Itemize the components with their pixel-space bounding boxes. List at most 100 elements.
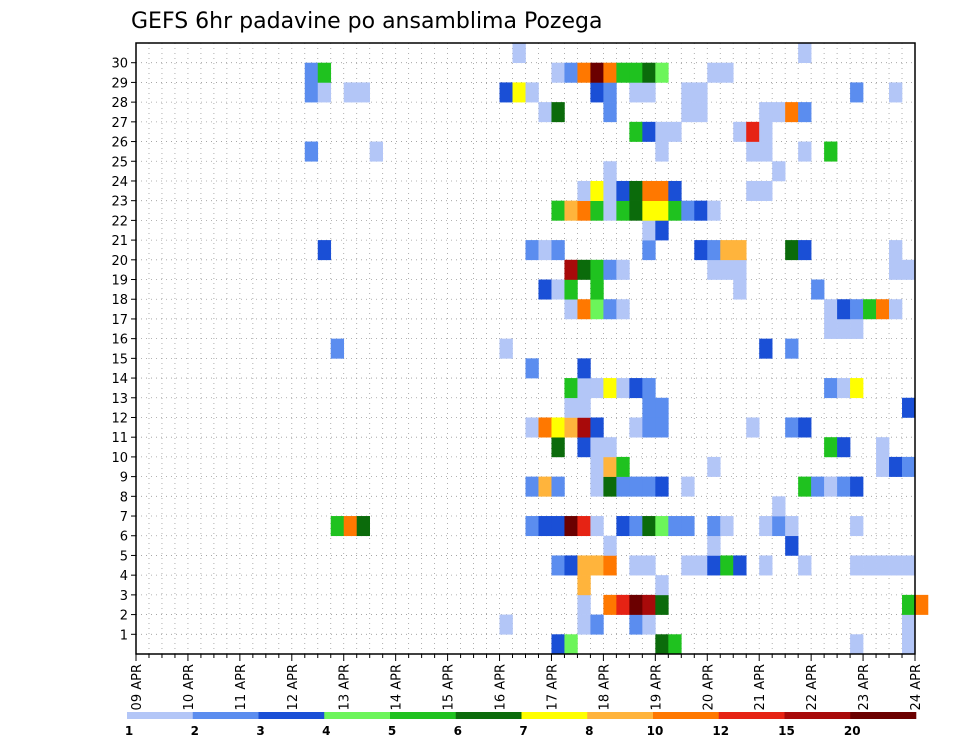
- heatmap-cell: [655, 476, 669, 497]
- heatmap-cell: [603, 535, 617, 556]
- legend-swatch: [390, 712, 457, 719]
- heatmap-cell: [798, 141, 812, 162]
- heatmap-cell: [499, 338, 513, 359]
- heatmap-cell: [538, 417, 552, 438]
- legend-swatch: [850, 712, 917, 719]
- y-tick-label: 29: [111, 76, 128, 91]
- heatmap-cell: [876, 299, 890, 320]
- legend-swatch: [455, 712, 522, 719]
- heatmap-cell: [824, 378, 838, 399]
- legend-label: 15: [778, 724, 795, 738]
- heatmap-cell: [837, 476, 851, 497]
- heatmap-cell: [668, 634, 682, 655]
- heatmap-cell: [603, 378, 617, 399]
- legend-label: 6: [454, 724, 462, 738]
- heatmap-cell: [577, 594, 591, 615]
- heatmap-cell: [603, 437, 617, 458]
- x-tick-label: 22 APR: [805, 664, 820, 710]
- heatmap-cell: [538, 102, 552, 123]
- heatmap-cell: [746, 121, 760, 142]
- y-tick-label: 25: [111, 155, 128, 170]
- heatmap-cell: [772, 496, 786, 517]
- heatmap-cell: [707, 456, 721, 477]
- heatmap-cell: [629, 594, 643, 615]
- heatmap-cell: [577, 299, 591, 320]
- heatmap-cell: [577, 358, 591, 379]
- y-tick-label: 9: [120, 471, 128, 486]
- heatmap-cell: [798, 102, 812, 123]
- heatmap-cell: [564, 397, 578, 418]
- heatmap-cell: [668, 180, 682, 201]
- heatmap-cell: [655, 220, 669, 241]
- heatmap-cell: [733, 240, 747, 261]
- y-tick-label: 26: [111, 136, 128, 151]
- heatmap-cell: [798, 417, 812, 438]
- heatmap-cell: [655, 141, 669, 162]
- heatmap-cells: [304, 43, 929, 655]
- y-tick-label: 4: [120, 569, 128, 584]
- heatmap-cell: [590, 180, 604, 201]
- heatmap-cell: [863, 555, 877, 576]
- heatmap-cell: [356, 82, 370, 103]
- heatmap-cell: [707, 259, 721, 280]
- heatmap-cell: [824, 299, 838, 320]
- heatmap-cell: [499, 82, 513, 103]
- heatmap-cell: [629, 62, 643, 83]
- heatmap-cell: [655, 516, 669, 537]
- heatmap-cell: [642, 378, 656, 399]
- heatmap-cell: [694, 240, 708, 261]
- heatmap-cell: [889, 82, 903, 103]
- heatmap-cell: [850, 378, 864, 399]
- y-tick-label: 1: [120, 628, 128, 643]
- heatmap-cell: [564, 259, 578, 280]
- heatmap-cell: [525, 516, 539, 537]
- heatmap-cell: [304, 82, 319, 103]
- heatmap-cell: [525, 82, 539, 103]
- heatmap-cell: [655, 397, 669, 418]
- heatmap-cell: [616, 180, 630, 201]
- heatmap-cell: [850, 476, 864, 497]
- heatmap-cell: [330, 338, 345, 359]
- heatmap-cell: [837, 437, 851, 458]
- heatmap-cell: [564, 417, 578, 438]
- legend-swatch: [653, 712, 720, 719]
- heatmap-cell: [629, 378, 643, 399]
- heatmap-cell: [317, 240, 332, 261]
- heatmap-cell: [525, 240, 539, 261]
- heatmap-cell: [668, 516, 682, 537]
- legend-label: 3: [256, 724, 264, 738]
- y-tick-label: 18: [111, 293, 128, 308]
- heatmap-cell: [720, 240, 734, 261]
- heatmap-cell: [772, 161, 786, 182]
- heatmap-cell: [902, 456, 916, 477]
- heatmap-cell: [304, 62, 319, 83]
- heatmap-cell: [356, 516, 370, 537]
- y-tick-label: 20: [111, 254, 128, 269]
- heatmap-cell: [616, 456, 630, 477]
- heatmap-cell: [551, 476, 565, 497]
- heatmap-cell: [642, 62, 656, 83]
- heatmap-cell: [785, 535, 799, 556]
- heatmap-cell: [551, 240, 565, 261]
- heatmap-cell: [564, 378, 578, 399]
- heatmap-cell: [629, 180, 643, 201]
- heatmap-cell: [590, 299, 604, 320]
- heatmap-cell: [603, 259, 617, 280]
- heatmap-cell: [837, 299, 851, 320]
- heatmap-cell: [642, 516, 656, 537]
- heatmap-cell: [642, 180, 656, 201]
- heatmap-cell: [642, 614, 656, 635]
- heatmap-cell: [694, 555, 708, 576]
- heatmap-cell: [863, 299, 877, 320]
- legend-swatch: [258, 712, 325, 719]
- legend-swatch: [127, 712, 194, 719]
- heatmap-cell: [759, 121, 773, 142]
- heatmap-cell: [759, 516, 773, 537]
- x-tick-label: 18 APR: [597, 664, 612, 710]
- heatmap-cell: [759, 102, 773, 123]
- x-tick-label: 19 APR: [649, 664, 664, 710]
- heatmap-cell: [577, 417, 591, 438]
- heatmap-cell: [759, 555, 773, 576]
- heatmap-cell: [655, 180, 669, 201]
- heatmap-cell: [564, 516, 578, 537]
